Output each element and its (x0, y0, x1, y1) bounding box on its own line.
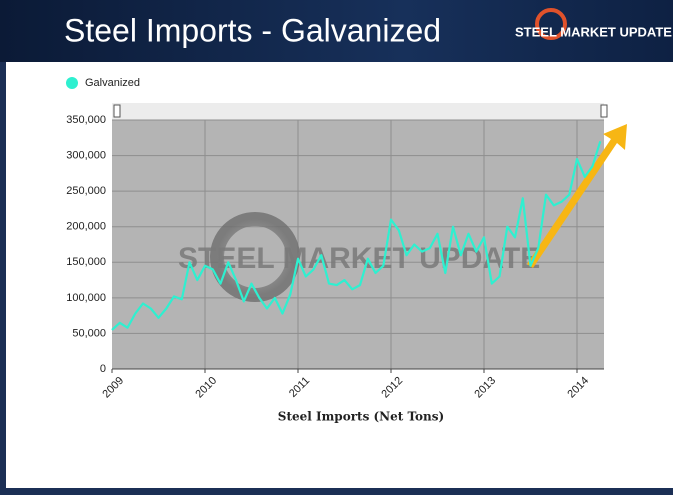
legend-label: Galvanized (85, 77, 140, 89)
slider-handle[interactable] (600, 104, 608, 118)
x-tick-label: 2014 (565, 375, 591, 401)
bottom-border (0, 488, 673, 495)
watermark: STEEL MARKET UPDATE (178, 242, 540, 275)
x-axis-title: Steel Imports (Net Tons) (278, 410, 444, 424)
x-tick-label: 2013 (472, 375, 498, 401)
logo: STEEL MARKET UPDATE (515, 24, 672, 39)
logo-ring (535, 8, 567, 40)
x-tick-label: 2009 (100, 375, 126, 401)
watermark-ring (210, 212, 300, 302)
y-tick-label: 50,000 (72, 327, 106, 339)
trend-arrow (527, 124, 627, 268)
data-line (111, 140, 602, 331)
y-tick-label: 150,000 (66, 256, 106, 268)
plot-area (112, 120, 604, 369)
x-tick-label: 2012 (379, 375, 405, 401)
y-tick-label: 0 (100, 363, 106, 375)
y-tick-label: 250,000 (66, 185, 106, 197)
left-border (0, 62, 6, 495)
slide-title: Steel Imports - Galvanized (64, 12, 441, 48)
legend-swatch (66, 77, 78, 89)
x-tick-label: 2010 (193, 375, 219, 401)
x-tick-label: 2011 (287, 375, 312, 400)
y-tick-label: 350,000 (66, 114, 106, 126)
y-tick-label: 100,000 (66, 292, 106, 304)
y-tick-label: 300,000 (66, 149, 106, 161)
y-tick-label: 200,000 (66, 221, 106, 233)
watermark-group: STEEL MARKET UPDATE (178, 212, 540, 302)
slider-handle[interactable] (113, 104, 121, 118)
range-slider[interactable] (112, 103, 604, 120)
